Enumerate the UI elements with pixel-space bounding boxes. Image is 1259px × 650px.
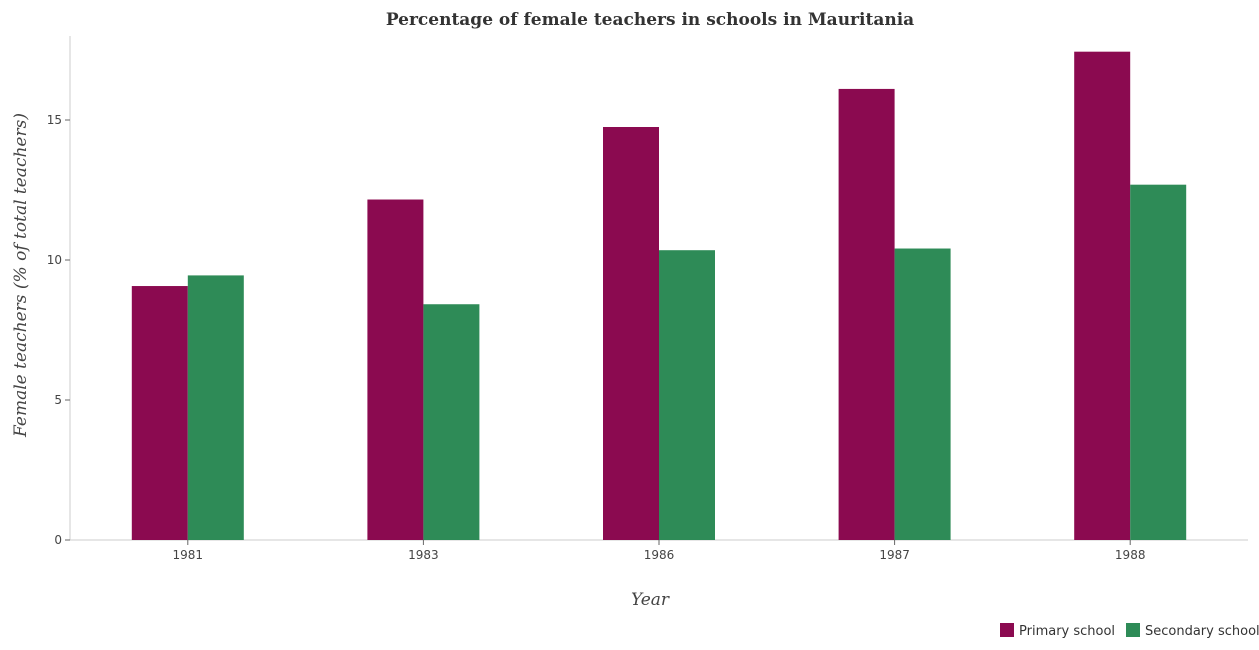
legend-label-secondary: Secondary school	[1145, 624, 1259, 639]
bar-primary-1987	[838, 88, 895, 541]
x-tick-label: 1986	[644, 548, 675, 562]
y-tick-label: 5	[54, 393, 62, 407]
legend-label-primary: Primary school	[1019, 624, 1115, 639]
legend: Primary school Secondary school	[1000, 623, 1259, 639]
bar-secondary-1987	[894, 248, 951, 540]
x-tick-label: 1988	[1115, 548, 1146, 562]
x-tick-label: 1981	[173, 548, 204, 562]
legend-swatch-secondary	[1126, 623, 1140, 637]
bar-secondary-1986	[659, 250, 715, 540]
bars	[131, 51, 1187, 541]
x-tick-label: 1983	[408, 548, 439, 562]
bar-secondary-1981	[187, 275, 244, 540]
bar-secondary-1988	[1130, 184, 1187, 540]
y-tick-label: 15	[47, 113, 62, 127]
x-axis: 1981 1983 1986 1987 1988	[173, 540, 1146, 562]
bar-primary-1988	[1074, 51, 1131, 541]
y-tick-label: 0	[54, 533, 62, 547]
chart-title: Percentage of female teachers in schools…	[386, 10, 914, 30]
bar-primary-1981	[131, 286, 188, 540]
bar-primary-1986	[603, 127, 659, 540]
bar-secondary-1983	[423, 304, 480, 540]
bar-primary-1983	[367, 199, 424, 540]
y-axis: 0 5 10 15	[47, 113, 70, 547]
x-axis-label: Year	[631, 590, 670, 610]
legend-swatch-primary	[1000, 623, 1014, 637]
y-axis-label: Female teachers (% of total teachers)	[11, 113, 31, 438]
y-tick-label: 10	[47, 253, 62, 267]
x-tick-label: 1987	[879, 548, 910, 562]
